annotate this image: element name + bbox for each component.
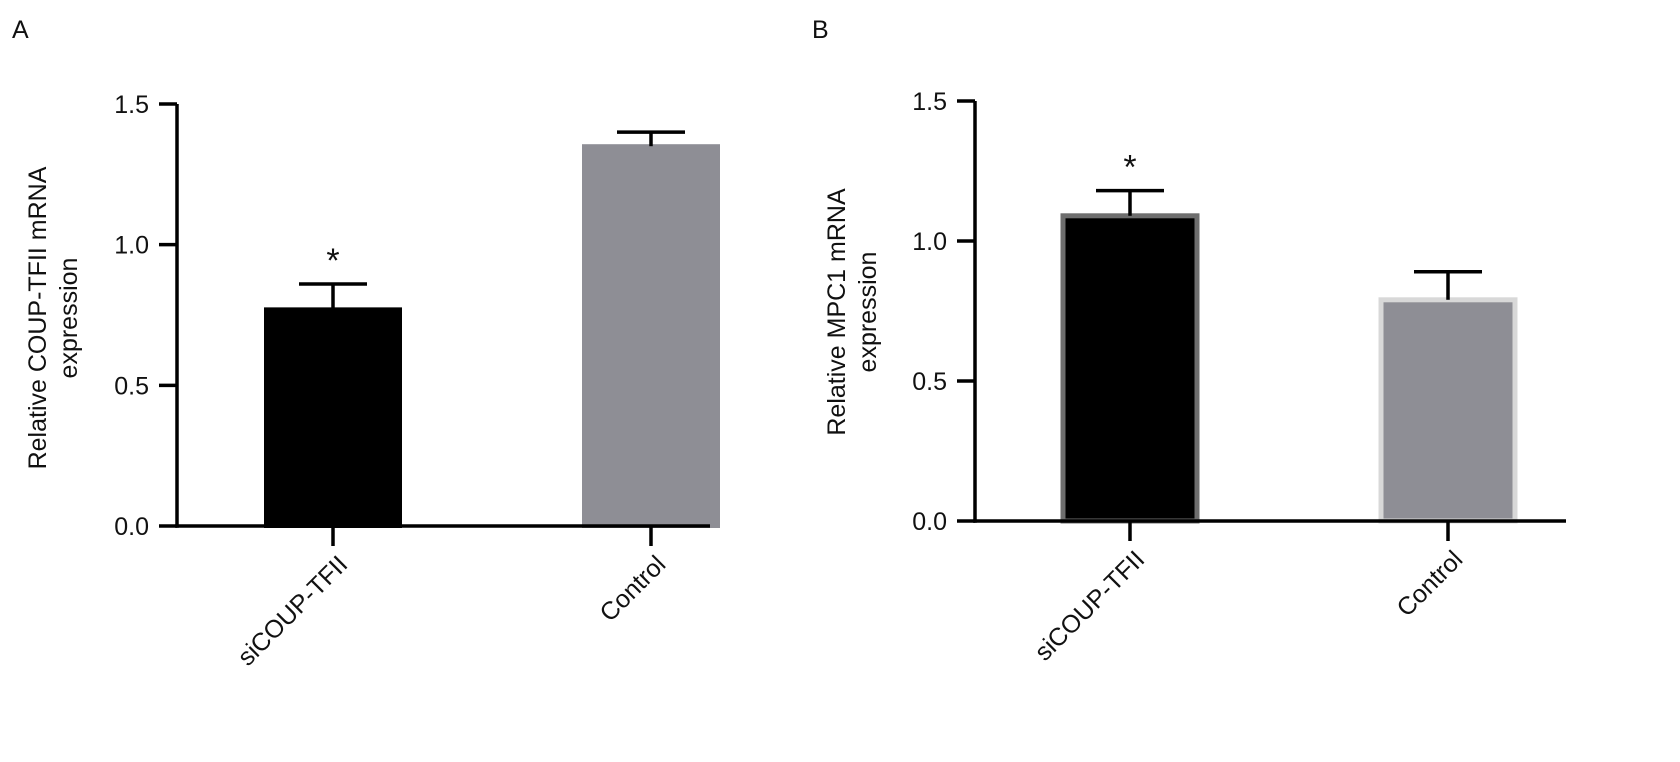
x-tick-label: siCOUP-TFII: [232, 550, 353, 671]
y-axis-title-line: Relative MPC1 mRNA: [823, 188, 851, 436]
y-axis-title-line: expression: [55, 258, 83, 379]
y-axis-title-line: expression: [854, 252, 882, 373]
y-tick-label: 1.5: [912, 88, 947, 116]
significance-marker: *: [326, 242, 339, 280]
y-axis-title: Relative COUP-TFII mRNA expression: [24, 166, 83, 469]
chart-panel-a: A * siCOUP-TFII Control 0.0 0.5 1.0 1.5 Relative…: [12, 16, 720, 671]
bar: [1378, 297, 1518, 524]
panel-label: A: [12, 16, 29, 44]
y-axis-title-line: Relative COUP-TFII mRNA: [24, 166, 52, 469]
y-tick-label: 0.0: [912, 508, 947, 536]
y-tick-label: 0.0: [114, 513, 149, 541]
y-tick-label: 1.0: [912, 228, 947, 256]
panel-label: B: [812, 16, 829, 44]
y-tick-label: 0.5: [114, 372, 149, 400]
y-tick-label: 1.5: [114, 91, 149, 119]
y-tick-label: 1.0: [114, 232, 149, 260]
y-tick-label: 0.5: [912, 368, 947, 396]
x-tick-label: Control: [594, 550, 671, 627]
x-tick-label: siCOUP-TFII: [1029, 545, 1150, 666]
significance-marker: *: [1123, 149, 1136, 187]
bar: [582, 144, 720, 528]
bar: [264, 307, 402, 528]
x-tick-label: Control: [1391, 545, 1468, 622]
y-axis-title: Relative MPC1 mRNA expression: [823, 188, 882, 436]
chart-panel-b: B * siCOUP-TFII Control 0.0 0.5 1.0 1.5 Relative…: [812, 16, 1566, 666]
bar: [1060, 213, 1200, 524]
